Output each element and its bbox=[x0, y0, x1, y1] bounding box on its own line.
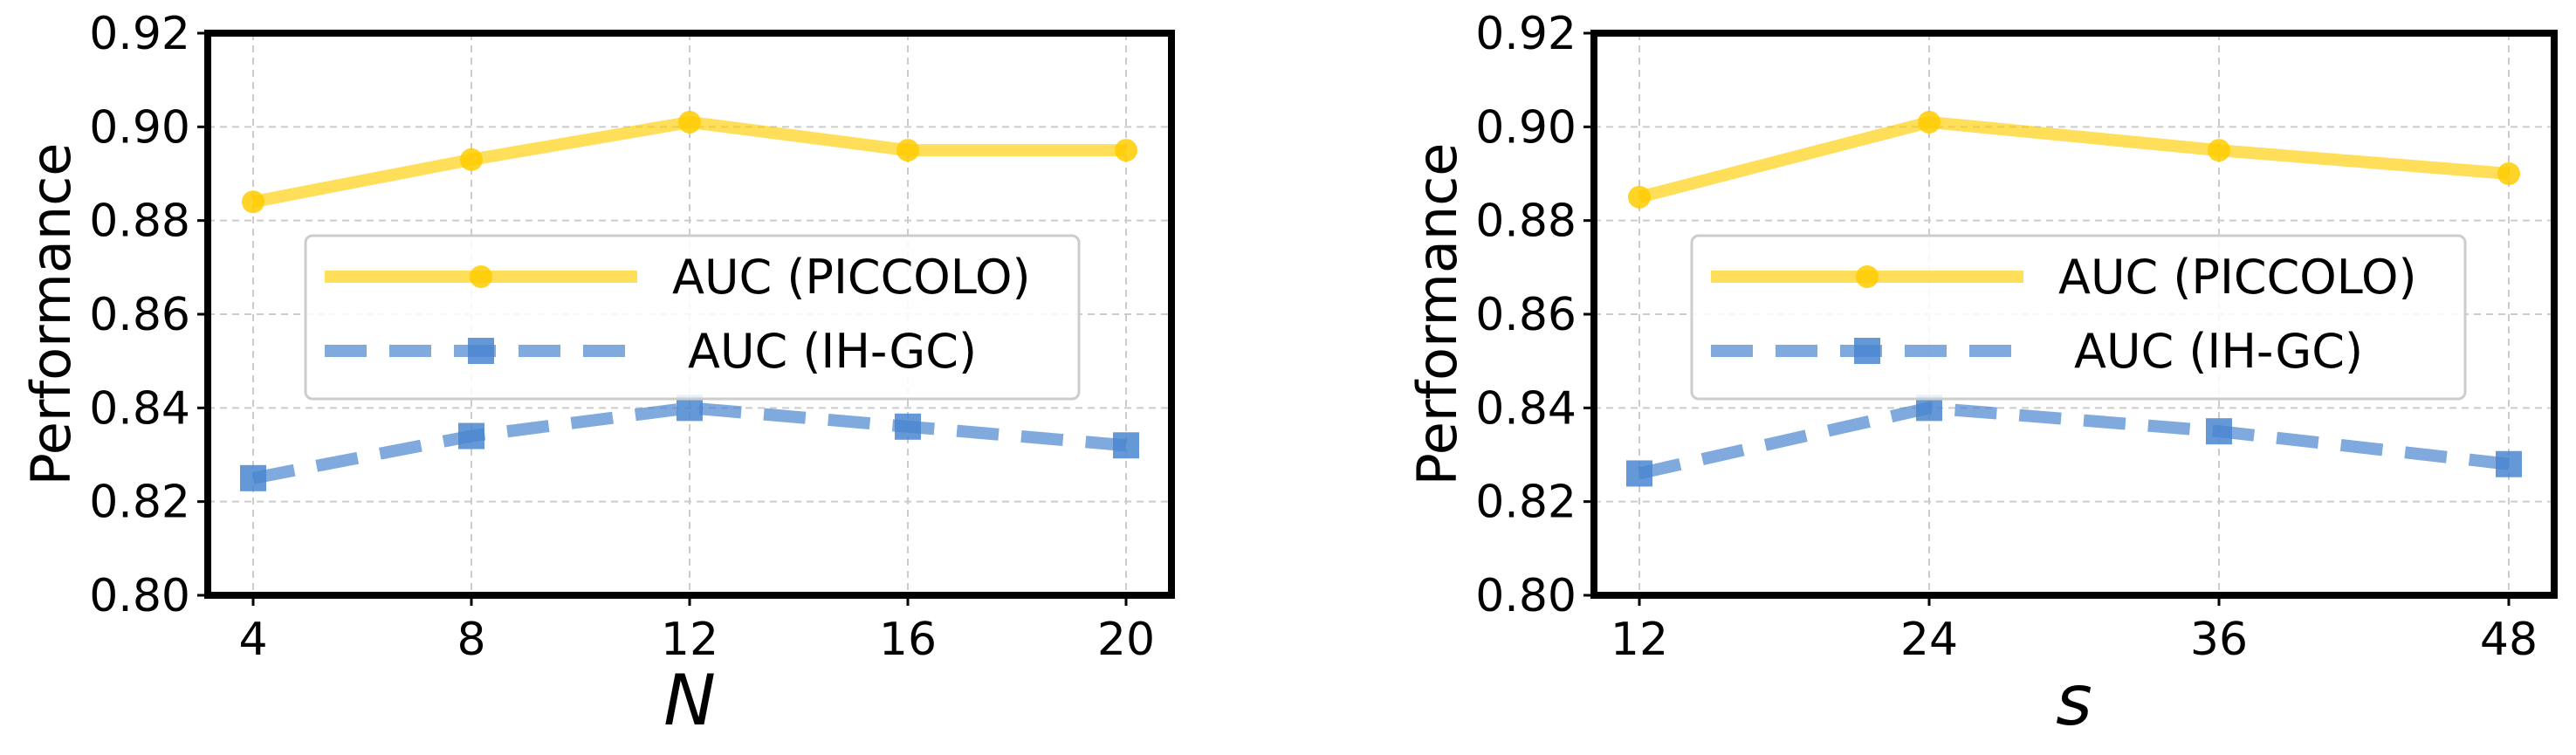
data-point-piccolo bbox=[896, 139, 919, 162]
legend-marker-piccolo bbox=[1856, 265, 1879, 288]
series-line-ihgc bbox=[1638, 402, 2510, 480]
chart-panel-n: AUC (PICCOLO) AUC (IH-GC) 0.800.820.840.… bbox=[19, 8, 1175, 741]
legend: AUC (PICCOLO) AUC (IH-GC) bbox=[304, 234, 1081, 401]
y-tick-label: 0.88 bbox=[89, 196, 190, 248]
y-tick-label: 0.82 bbox=[1475, 477, 1577, 529]
y-tick-label: 0.84 bbox=[1475, 382, 1577, 435]
axis-ticks: 0.80 0.82 0.84 0.86 0.88 0.90 0.92 4 8 12 16 20 bbox=[89, 8, 1155, 666]
y-tick-label: 0.92 bbox=[1475, 8, 1577, 60]
data-point-ihgc bbox=[2496, 450, 2522, 477]
chart-panel-s: AUC (PICCOLO) AUC (IH-GC) 0.800.820.840.… bbox=[1405, 8, 2558, 741]
legend-label-ihgc: AUC (IH-GC) bbox=[2074, 324, 2363, 379]
y-tick-label: 0.80 bbox=[1475, 570, 1577, 622]
data-point-ihgc bbox=[1626, 460, 1652, 487]
y-axis-label: Performance bbox=[1405, 143, 1469, 486]
x-tick-label: 8 bbox=[457, 614, 485, 666]
x-tick-label: 36 bbox=[2190, 614, 2248, 666]
y-tick-label: 0.90 bbox=[89, 101, 190, 154]
y-tick-label: 0.86 bbox=[1475, 289, 1577, 341]
data-point-ihgc bbox=[2206, 418, 2232, 445]
x-tick-label: 4 bbox=[238, 614, 267, 666]
y-tick-label: 0.80 bbox=[89, 570, 190, 622]
y-tick-label: 0.86 bbox=[89, 289, 190, 341]
data-point-ihgc bbox=[895, 413, 921, 440]
legend-marker-ihgc bbox=[468, 338, 494, 364]
x-axis-label: s bbox=[2056, 660, 2092, 741]
data-point-ihgc bbox=[1113, 432, 1139, 459]
legend-label-piccolo: AUC (PICCOLO) bbox=[672, 250, 1031, 305]
series-layer bbox=[1626, 110, 2522, 487]
legend-marker-ihgc bbox=[1854, 338, 1880, 364]
legend: AUC (PICCOLO) AUC (IH-GC) bbox=[1690, 234, 2467, 401]
legend-label-piccolo: AUC (PICCOLO) bbox=[2058, 250, 2417, 305]
data-point-piccolo bbox=[2497, 162, 2520, 185]
data-point-ihgc bbox=[458, 422, 484, 450]
y-tick-label: 0.90 bbox=[1475, 101, 1577, 154]
x-tick-label: 12 bbox=[1611, 614, 1668, 666]
data-point-ihgc bbox=[240, 464, 266, 491]
series-line-ihgc bbox=[251, 402, 1127, 484]
y-tick-label: 0.88 bbox=[1475, 196, 1577, 248]
x-axis-label: N bbox=[663, 660, 716, 741]
y-tick-label: 0.84 bbox=[89, 382, 190, 435]
legend-label-ihgc: AUC (IH-GC) bbox=[688, 324, 977, 379]
axis-ticks: 0.80 0.82 0.84 0.86 0.88 0.90 0.92 12 24 36 48 bbox=[1475, 8, 2538, 666]
data-point-piccolo bbox=[2208, 139, 2230, 162]
x-tick-label: 48 bbox=[2480, 614, 2538, 666]
y-tick-label: 0.92 bbox=[89, 8, 190, 60]
x-tick-label: 20 bbox=[1097, 614, 1155, 666]
legend-marker-piccolo bbox=[470, 265, 492, 288]
series-layer bbox=[240, 110, 1139, 491]
series-line-piccolo bbox=[1638, 115, 2510, 203]
data-point-piccolo bbox=[1918, 110, 1941, 134]
x-tick-label: 16 bbox=[879, 614, 937, 666]
y-tick-label: 0.82 bbox=[89, 477, 190, 529]
x-tick-label: 24 bbox=[1900, 614, 1958, 666]
data-point-piccolo bbox=[460, 148, 483, 171]
data-point-piccolo bbox=[242, 190, 264, 214]
y-axis-label: Performance bbox=[19, 143, 83, 486]
data-point-piccolo bbox=[1115, 139, 1137, 162]
data-point-piccolo bbox=[678, 110, 701, 134]
x-tick-label: 12 bbox=[661, 614, 718, 666]
data-point-piccolo bbox=[1628, 185, 1651, 209]
